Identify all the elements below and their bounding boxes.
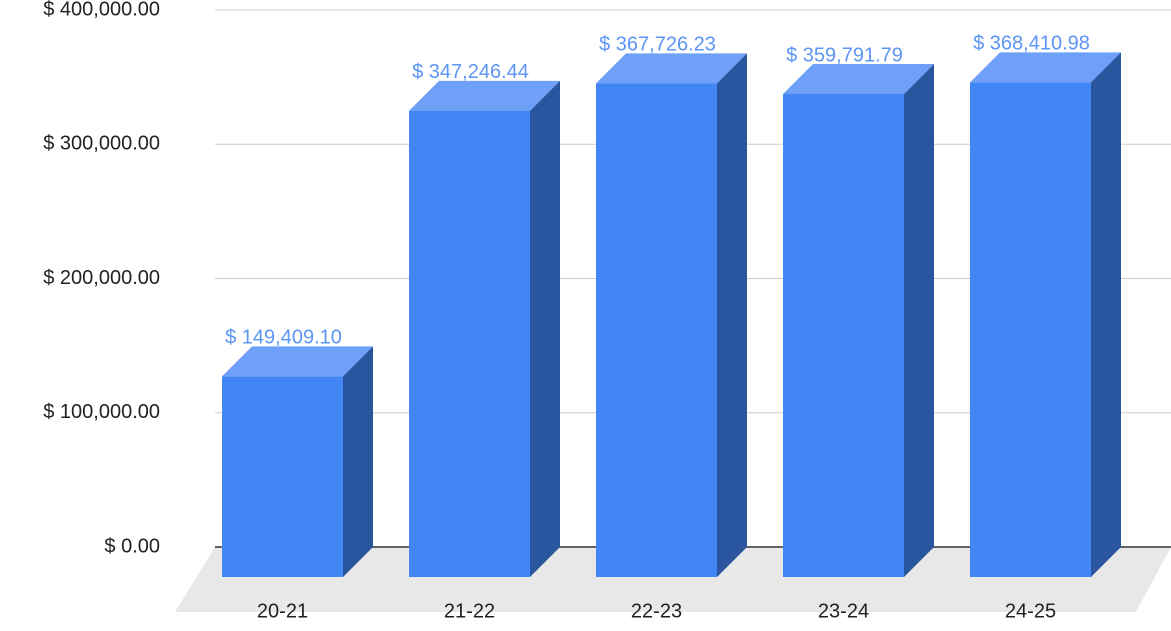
bar <box>409 110 530 577</box>
x-tick-label: 23-24 <box>818 600 869 622</box>
y-tick-label: $ 0.00 <box>104 535 160 557</box>
bar-side <box>530 80 560 577</box>
x-tick-label: 20-21 <box>257 600 308 622</box>
bar <box>596 83 717 577</box>
bar <box>783 93 904 577</box>
bar-top <box>970 52 1121 83</box>
bar-side <box>904 63 934 578</box>
value-label: $ 359,791.79 <box>786 44 903 66</box>
bar-side <box>343 346 373 577</box>
y-tick-label: $ 400,000.00 <box>43 0 160 20</box>
x-tick-label: 22-23 <box>631 600 682 622</box>
value-label: $ 367,726.23 <box>599 34 716 56</box>
x-tick-label: 24-25 <box>1005 600 1056 622</box>
value-label: $ 368,410.98 <box>973 33 1090 55</box>
bar-top <box>409 80 560 111</box>
bar-side <box>1091 52 1121 577</box>
x-tick-label: 21-22 <box>444 600 495 622</box>
bar-top <box>783 63 934 94</box>
bar-top <box>222 346 373 377</box>
value-label: $ 347,246.44 <box>412 61 529 83</box>
bar-side <box>717 53 747 578</box>
bar <box>222 376 343 577</box>
value-label: $ 149,409.10 <box>225 327 342 349</box>
y-tick-label: $ 200,000.00 <box>43 267 160 289</box>
y-tick-label: $ 300,000.00 <box>43 133 160 155</box>
bar <box>970 82 1091 577</box>
bar-top <box>596 53 747 84</box>
y-tick-label: $ 100,000.00 <box>43 401 160 423</box>
